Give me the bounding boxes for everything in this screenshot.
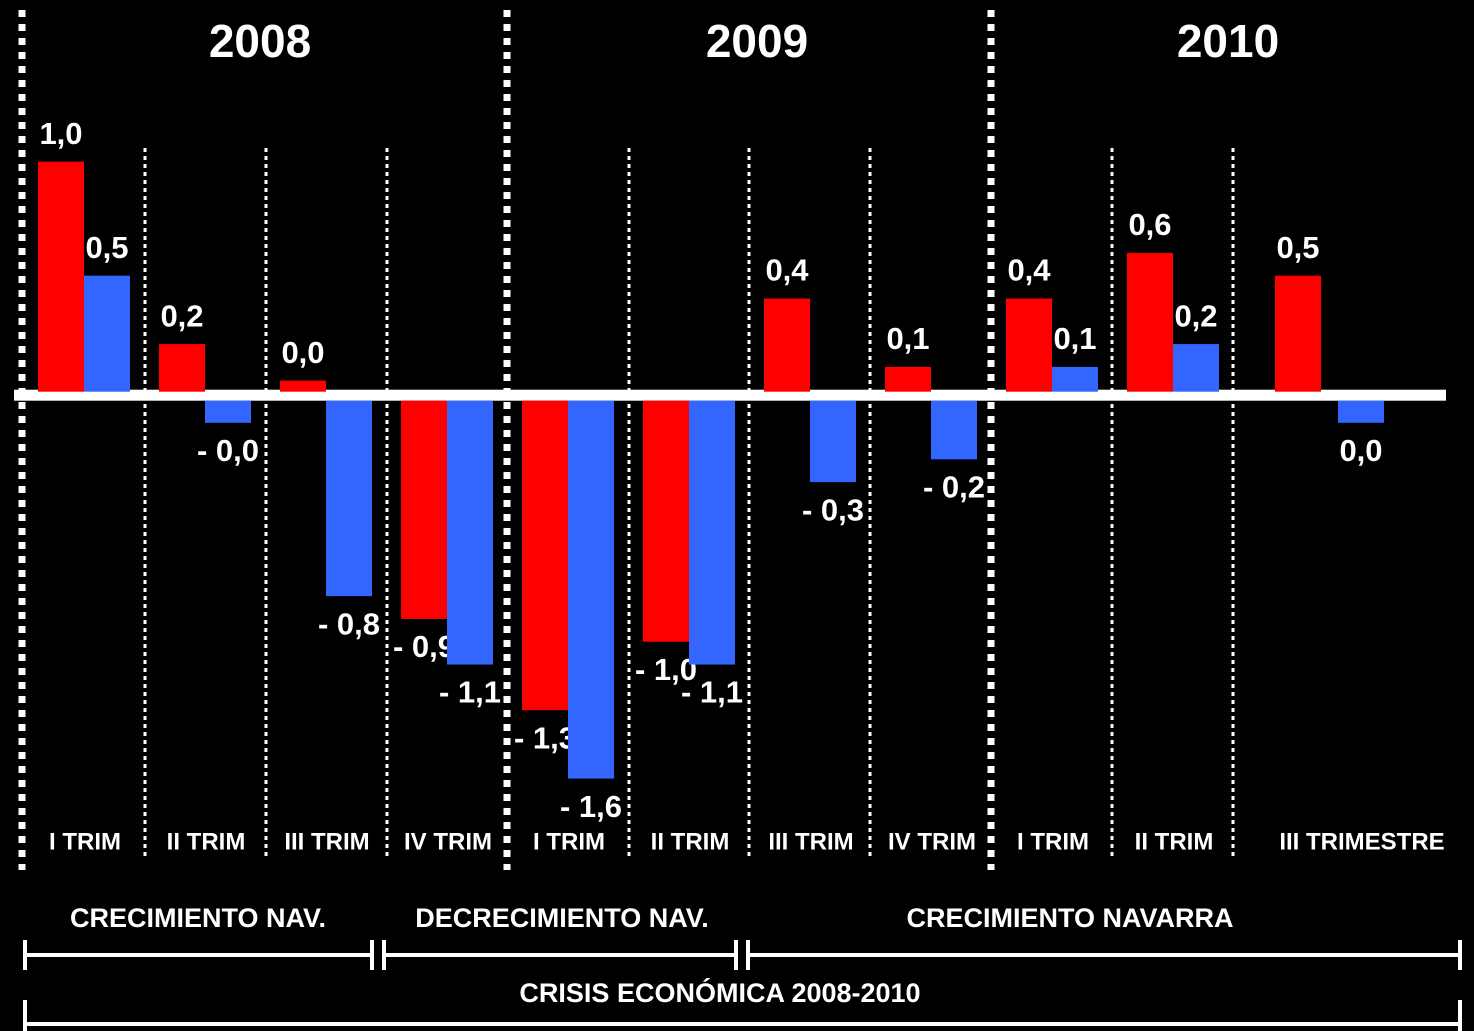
bar <box>326 400 372 597</box>
bar <box>1052 366 1098 392</box>
value-label: 0,0 <box>1339 433 1382 468</box>
bar <box>401 400 447 619</box>
value-label: 0,2 <box>160 298 203 333</box>
annotation: DECRECIMIENTO NAV. <box>415 903 709 933</box>
value-label: 0,4 <box>1007 253 1051 288</box>
value-label: - 0,9 <box>393 629 455 664</box>
value-label: 0,5 <box>85 230 128 265</box>
bar <box>1173 344 1219 392</box>
year-label: 2010 <box>1177 15 1279 67</box>
quarter-separators <box>143 148 1235 860</box>
annotation: CRECIMIENTO NAVARRA <box>906 903 1233 933</box>
bar <box>205 400 251 423</box>
bar <box>931 400 977 460</box>
value-label: 0,4 <box>765 253 809 288</box>
value-label: 0,1 <box>1053 321 1096 356</box>
x-tick-label: II TRIM <box>1135 828 1214 855</box>
bar <box>1127 252 1173 392</box>
bar <box>1338 400 1384 423</box>
bar <box>568 400 614 779</box>
x-tick-label: I TRIM <box>1017 828 1089 855</box>
year-label: 2009 <box>706 15 808 67</box>
bar <box>159 344 205 392</box>
annotation: CRISIS ECONÓMICA 2008-2010 <box>519 977 920 1008</box>
value-label: 0,0 <box>281 335 324 370</box>
value-label: 1,0 <box>39 116 82 151</box>
value-label: 0,5 <box>1276 230 1319 265</box>
brackets <box>23 940 1462 1031</box>
bar <box>84 275 130 392</box>
year-separators <box>18 10 995 870</box>
bar <box>764 298 810 392</box>
bar <box>810 400 856 483</box>
x-tick-label: II TRIM <box>651 828 730 855</box>
bar <box>1275 275 1321 392</box>
value-label: - 1,1 <box>681 675 743 710</box>
value-label: - 0,2 <box>923 469 985 504</box>
value-label: - 1,3 <box>514 720 576 755</box>
value-label: - 0,0 <box>197 433 259 468</box>
bar <box>38 161 84 392</box>
year-label: 2008 <box>209 15 311 67</box>
x-tick-label: IV TRIM <box>888 828 976 855</box>
x-tick-label: III TRIM <box>284 828 369 855</box>
x-tick-label: I TRIM <box>49 828 121 855</box>
bar <box>643 400 689 642</box>
zero-line <box>14 389 1446 401</box>
value-label: - 1,1 <box>439 675 501 710</box>
value-label: - 1,6 <box>560 789 622 824</box>
value-label: 0,6 <box>1128 207 1171 242</box>
bar <box>447 400 493 665</box>
value-label: - 1,0 <box>635 652 697 687</box>
x-tick-label: II TRIM <box>167 828 246 855</box>
value-label: 0,2 <box>1174 298 1217 333</box>
annotation: CRECIMIENTO NAV. <box>70 903 326 933</box>
bar <box>1006 298 1052 392</box>
bar <box>522 400 568 711</box>
x-tick-label: III TRIMESTRE <box>1279 828 1444 855</box>
bar <box>280 380 326 392</box>
bar <box>885 366 931 392</box>
x-tick-label: III TRIM <box>768 828 853 855</box>
value-label: - 0,8 <box>318 606 380 641</box>
x-tick-label: I TRIM <box>533 828 605 855</box>
x-tick-label: IV TRIM <box>404 828 492 855</box>
bar <box>689 400 735 665</box>
value-label: - 0,3 <box>802 492 864 527</box>
value-label: 0,1 <box>886 321 929 356</box>
